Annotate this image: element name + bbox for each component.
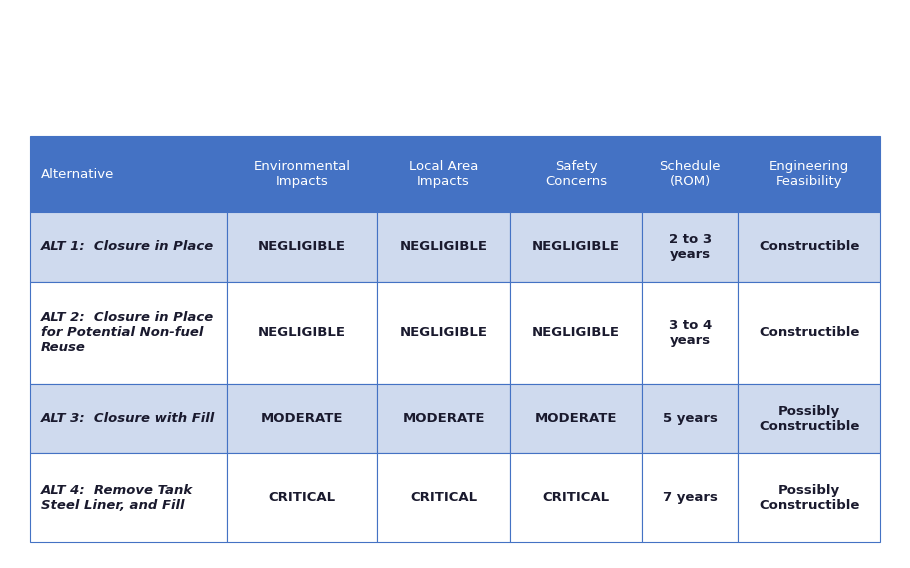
Text: Alternative: Alternative (41, 168, 115, 181)
Text: CRITICAL: CRITICAL (542, 491, 610, 504)
Bar (378, 384, 510, 453)
Text: CRITICAL: CRITICAL (268, 491, 336, 504)
Bar (510, 212, 642, 282)
Bar (510, 136, 642, 212)
Bar (642, 282, 738, 384)
Bar (378, 453, 510, 542)
Bar (30, 212, 227, 282)
Text: NEGLIGIBLE: NEGLIGIBLE (532, 240, 620, 253)
Bar (738, 384, 880, 453)
Text: NEGLIGIBLE: NEGLIGIBLE (258, 326, 346, 339)
Text: ALT 2:  Closure in Place
for Potential Non-fuel
Reuse: ALT 2: Closure in Place for Potential No… (41, 311, 214, 354)
Bar (642, 384, 738, 453)
Text: Safety
Concerns: Safety Concerns (545, 160, 607, 188)
Bar (378, 212, 510, 282)
Text: ALT 3:  Closure with Fill: ALT 3: Closure with Fill (41, 412, 215, 425)
Bar (227, 384, 378, 453)
Bar (378, 136, 510, 212)
Bar (738, 212, 880, 282)
Text: Local Area
Impacts: Local Area Impacts (409, 160, 479, 188)
Bar (227, 282, 378, 384)
Text: 5 years: 5 years (662, 412, 718, 425)
Bar (510, 282, 642, 384)
Bar (30, 384, 227, 453)
Text: NEGLIGIBLE: NEGLIGIBLE (399, 240, 488, 253)
Text: 2 to 3
years: 2 to 3 years (669, 233, 712, 261)
Text: CRITICAL: CRITICAL (410, 491, 477, 504)
Bar (510, 384, 642, 453)
Text: Schedule
(ROM): Schedule (ROM) (660, 160, 721, 188)
Bar (30, 136, 227, 212)
Text: Engineering
Feasibility: Engineering Feasibility (769, 160, 849, 188)
Text: MODERATE: MODERATE (402, 412, 485, 425)
Text: Possibly
Constructible: Possibly Constructible (759, 404, 859, 433)
Bar (738, 453, 880, 542)
Text: MODERATE: MODERATE (535, 412, 617, 425)
Bar (227, 136, 378, 212)
Bar (378, 282, 510, 384)
Text: Environmental
Impacts: Environmental Impacts (253, 160, 350, 188)
Bar (227, 212, 378, 282)
Text: Constructible: Constructible (759, 240, 859, 253)
Text: ALT 1:  Closure in Place: ALT 1: Closure in Place (41, 240, 214, 253)
Text: NEGLIGIBLE: NEGLIGIBLE (532, 326, 620, 339)
Bar (738, 282, 880, 384)
Text: MODERATE: MODERATE (260, 412, 343, 425)
Text: 7 years: 7 years (662, 491, 718, 504)
Bar (30, 282, 227, 384)
Text: Possibly
Constructible: Possibly Constructible (759, 484, 859, 512)
Bar (642, 212, 738, 282)
Bar (30, 453, 227, 542)
Bar (642, 453, 738, 542)
Text: NEGLIGIBLE: NEGLIGIBLE (399, 326, 488, 339)
Bar (738, 136, 880, 212)
Bar (510, 453, 642, 542)
Bar (642, 136, 738, 212)
Text: 3 to 4
years: 3 to 4 years (669, 319, 712, 347)
Text: Constructible: Constructible (759, 326, 859, 339)
Bar (227, 453, 378, 542)
Text: ALT 4:  Remove Tank
Steel Liner, and Fill: ALT 4: Remove Tank Steel Liner, and Fill (41, 484, 193, 512)
Text: NEGLIGIBLE: NEGLIGIBLE (258, 240, 346, 253)
